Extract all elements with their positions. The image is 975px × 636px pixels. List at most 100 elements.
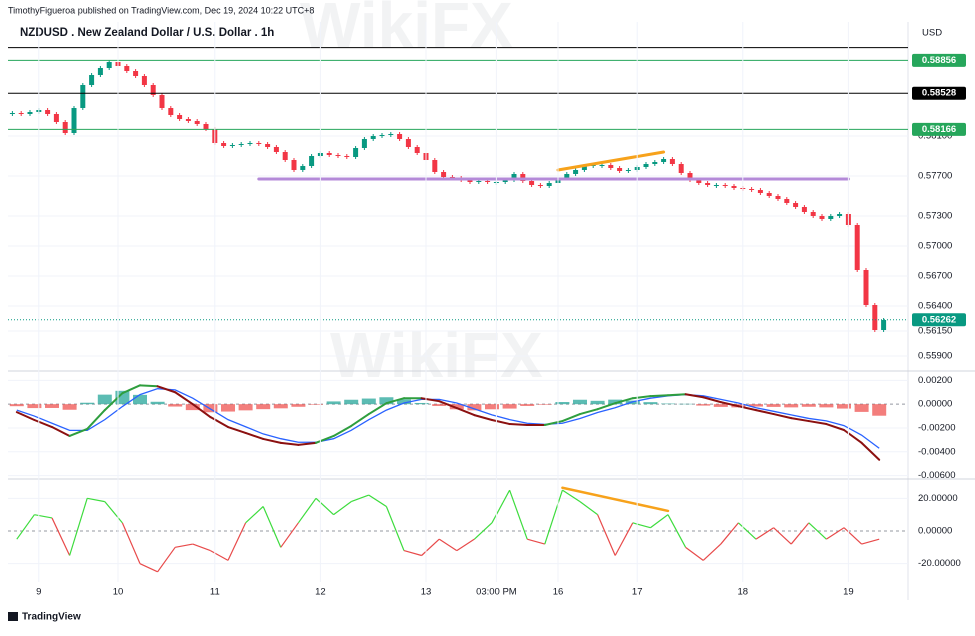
candle [326,153,332,155]
macd-line [367,402,388,416]
macd-line [755,409,775,416]
macd-line [350,413,370,427]
candle [810,212,816,216]
histogram-bar [696,404,711,406]
candle [229,145,235,146]
histogram-bar [344,399,359,405]
oscillator-line [685,546,704,561]
oscillator-line [720,522,739,545]
histogram-bar [555,402,570,405]
candle [71,108,77,133]
oscillator-line [755,527,774,540]
symbol-title: NZDUSD . New Zealand Dollar / U.S. Dolla… [20,27,274,39]
candle [854,225,860,270]
price-badge [912,313,966,327]
candle [617,168,623,171]
macd-line [702,396,722,404]
candle [62,122,68,133]
currency: USD [922,28,942,39]
candle [731,186,737,188]
y-tick-label: 20.00000 [918,493,958,504]
candle [872,305,878,330]
histogram-bar [784,404,799,408]
macd-line [631,395,652,400]
oscillator-line [702,543,722,561]
macd-line [455,407,476,417]
candle [705,183,711,185]
candle [775,196,781,199]
oscillator-line [650,514,669,529]
candle [185,119,191,121]
histogram-bar [414,402,429,405]
x-tick-label: 11 [210,587,220,598]
candle [784,199,790,203]
oscillator-line [421,538,440,556]
macd-line [684,393,705,399]
histogram-bar [309,404,323,405]
price-badge-label: 0.58856 [922,55,956,66]
candle [45,110,51,114]
macd-line [86,409,106,430]
oscillator-line [227,522,247,561]
candle [801,207,807,212]
oscillator-line [632,522,651,529]
candle [405,139,411,147]
candle [97,68,103,75]
histogram-bar [9,404,24,407]
oscillator-line [175,543,193,548]
trendline [556,150,666,172]
signal-line [16,388,880,449]
candle [502,180,508,182]
macd-line [614,397,634,405]
candle [661,159,667,162]
macd-line [156,385,177,394]
histogram-bar [520,404,535,406]
macd-line [385,397,405,405]
candle [221,143,227,146]
candle [273,147,279,152]
histogram-bar [749,404,763,407]
oscillator-line [808,522,827,540]
histogram-bar [819,404,834,408]
histogram-bar [590,400,605,405]
y-tick-label: 0.00000 [918,526,952,537]
x-tick-label: 03:00 PM [476,587,517,598]
oscillator-line [826,527,845,540]
histogram-bar [379,397,394,405]
candle [467,180,473,182]
candle [300,166,306,170]
macd-line [315,434,335,444]
candle [881,320,887,330]
oscillator-line [773,527,792,545]
candle [749,189,755,190]
histogram-bar [326,401,341,405]
x-tick-label: 19 [843,587,854,598]
histogram-bar [661,403,675,405]
publisher: TimothyFigueroa published on TradingView… [8,5,314,15]
oscillator-line [473,522,493,540]
histogram-bar [168,404,183,407]
candle [291,160,297,170]
oscillator-line [51,517,71,556]
histogram-bar [238,404,253,411]
macd-line [772,413,793,420]
candle [80,85,86,108]
watermark: WikiFX [300,0,513,61]
y-tick-label: -0.00200 [918,422,956,433]
candle [546,183,552,186]
price-badge-label: 0.56262 [922,314,956,325]
candle [309,156,315,166]
macd-line [543,420,564,426]
histogram-bar [273,404,288,409]
histogram-bar [837,404,851,409]
oscillator-line [69,498,88,556]
candle [599,165,605,166]
y-tick-label: 0.00200 [918,375,952,386]
macd-line [279,441,300,446]
candle [335,155,341,156]
histogram-bar [185,404,200,411]
candle [432,160,438,172]
macd-line [667,393,687,397]
macd-line [649,394,669,398]
oscillator-line [368,494,387,508]
